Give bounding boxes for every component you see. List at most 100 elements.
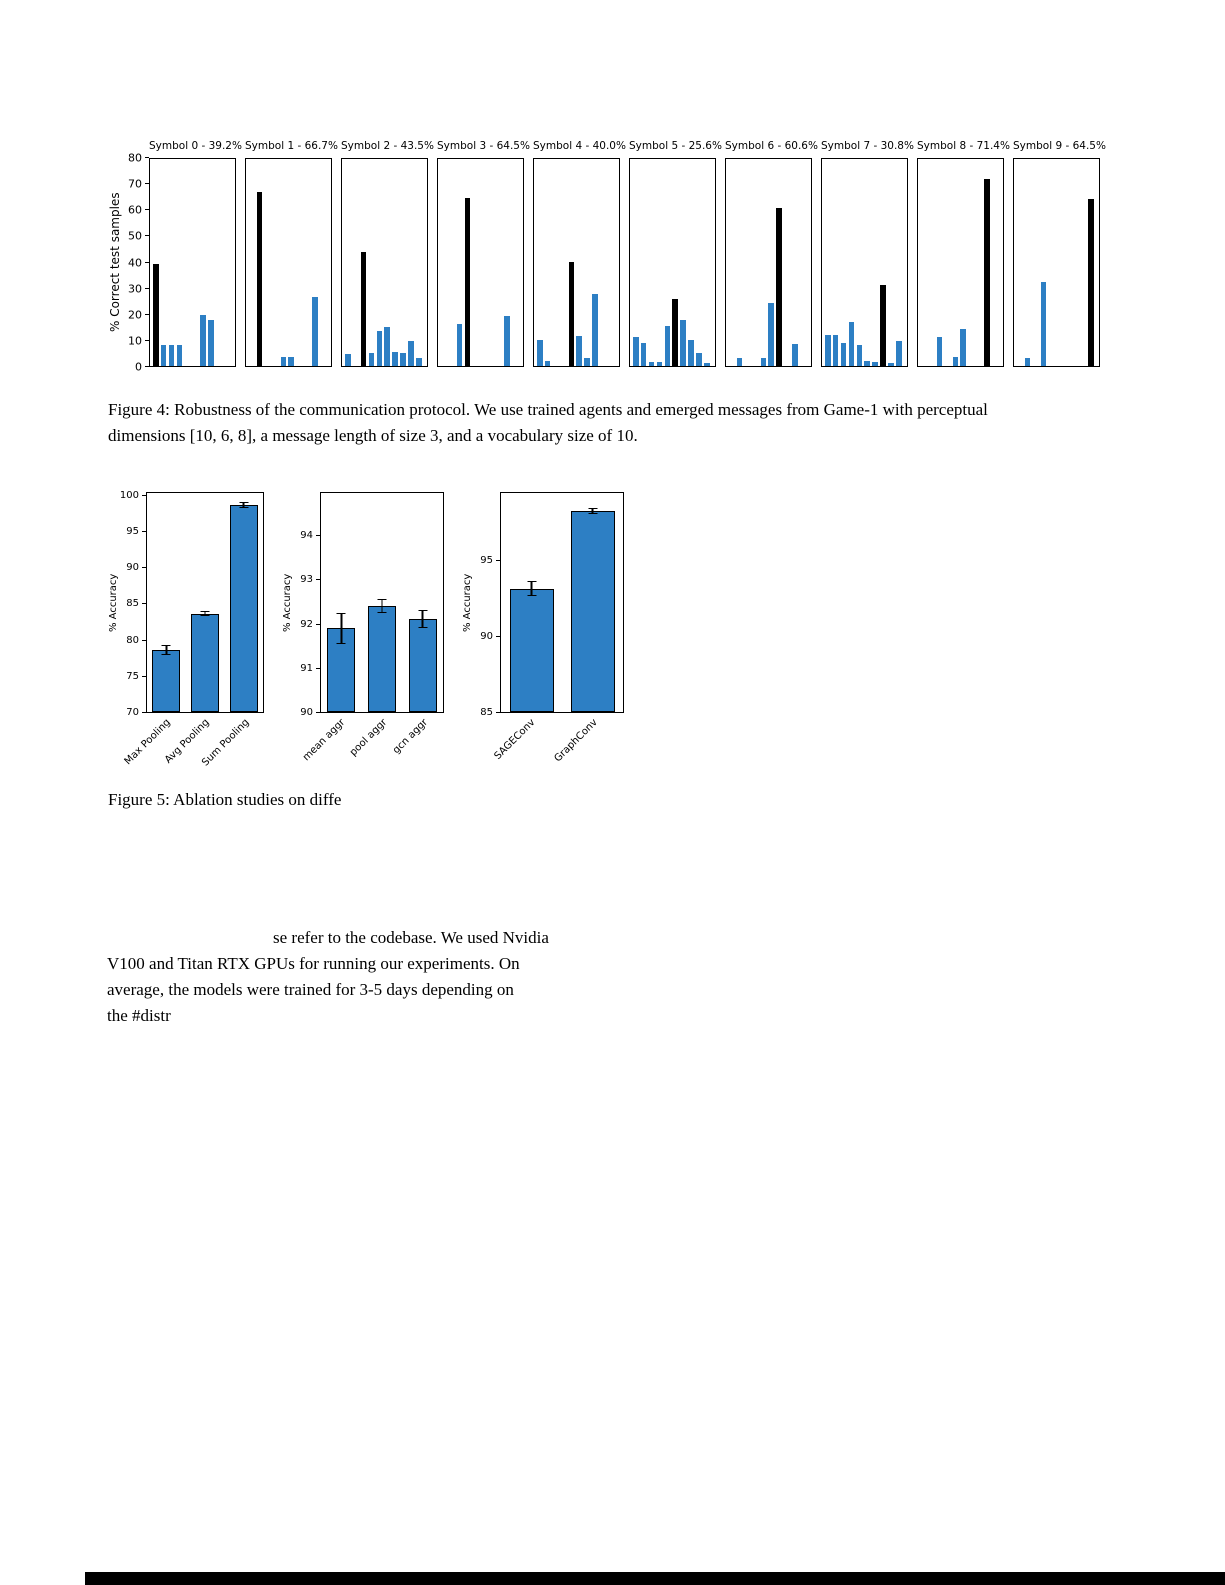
bar xyxy=(664,325,671,366)
bar-column xyxy=(224,493,263,712)
panel-plot xyxy=(725,158,812,367)
y-tick-mark xyxy=(145,261,149,263)
bar xyxy=(160,345,167,366)
highlight-bar xyxy=(984,179,990,366)
y-tick-label: 80 xyxy=(126,634,139,646)
panel-title: Symbol 2 - 43.5% xyxy=(341,140,434,152)
x-axis-labels: Max Pooling Avg Pooling Sum Pooling xyxy=(122,712,263,776)
y-tick-mark xyxy=(145,339,149,341)
y-tick-label: 100 xyxy=(119,489,139,501)
y-axis-label: % Accuracy xyxy=(462,573,473,632)
y-tick-mark xyxy=(316,623,320,625)
bar xyxy=(504,316,510,366)
y-tick-mark xyxy=(145,366,149,367)
y-tick-label: 80 xyxy=(128,151,142,165)
y-tick-mark xyxy=(145,235,149,237)
figure4-panel-1: Symbol 1 - 66.7% xyxy=(245,140,338,367)
bar xyxy=(952,356,959,366)
bar xyxy=(280,356,287,366)
bar xyxy=(592,294,598,366)
x-axis-labels: mean aggr pool aggr gcn aggr xyxy=(301,712,443,776)
y-tick-mark xyxy=(142,567,146,569)
highlight-bar xyxy=(360,252,367,366)
bar xyxy=(896,341,902,366)
bar xyxy=(376,330,383,366)
error-bar xyxy=(336,612,346,644)
y-tick-mark xyxy=(316,579,320,581)
highlight-bar xyxy=(256,192,263,366)
y-tick-label: 40 xyxy=(128,256,142,269)
error-bar xyxy=(239,501,249,508)
bar xyxy=(840,342,847,366)
figure4-panel-3: Symbol 3 - 64.5% xyxy=(437,140,530,367)
figure4-panel-9: Symbol 9 - 64.5% xyxy=(1013,140,1106,367)
y-tick-label: 94 xyxy=(300,530,313,542)
plot-area: mean aggr pool aggr gcn aggr xyxy=(301,492,444,763)
y-tick-mark xyxy=(145,157,149,158)
bar-column xyxy=(402,493,443,712)
y-tick-mark xyxy=(145,209,149,211)
figure4-panel-2: Symbol 2 - 43.5% xyxy=(341,140,434,367)
y-tick-label: 93 xyxy=(300,574,313,586)
y-tick-label: 90 xyxy=(126,562,139,574)
figure4-panel-0: Symbol 0 - 39.2% xyxy=(149,140,242,367)
bar-column xyxy=(501,493,562,712)
panel-title: Symbol 1 - 66.7% xyxy=(245,140,338,152)
y-tick-label: 60 xyxy=(128,203,142,217)
bar xyxy=(208,320,214,366)
panel-plot xyxy=(1013,158,1100,367)
x-tick-label: GraphConv xyxy=(552,717,600,765)
bar xyxy=(229,504,258,712)
y-tick-mark xyxy=(145,183,149,185)
bar xyxy=(864,360,870,366)
bar xyxy=(704,363,710,366)
bar-column xyxy=(362,493,403,712)
bar xyxy=(191,613,219,712)
bar xyxy=(688,339,694,366)
bar xyxy=(584,358,590,366)
bar xyxy=(936,337,943,366)
panel-title: Symbol 7 - 30.8% xyxy=(821,140,914,152)
figure5-chart-0: % Accuracy 70 75 80 85 90 95 100 Max Pooling Avg … xyxy=(108,489,264,768)
bar xyxy=(408,341,414,366)
bar xyxy=(345,354,351,366)
y-tick-label: 10 xyxy=(128,334,142,348)
bar xyxy=(288,356,294,366)
figure4-panel-5: Symbol 5 - 25.6% xyxy=(629,140,722,367)
bar xyxy=(570,510,615,712)
bar-column xyxy=(186,493,225,712)
panel-plot xyxy=(629,158,716,367)
error-bar xyxy=(527,581,536,597)
error-bar xyxy=(588,507,597,514)
x-tick-label: pool aggr xyxy=(347,717,389,759)
bar xyxy=(1040,282,1047,366)
y-tick-mark xyxy=(145,313,149,315)
highlight-bar xyxy=(1088,198,1094,366)
highlight-bar xyxy=(776,207,782,366)
bar xyxy=(872,362,878,366)
highlight-bar xyxy=(672,299,678,366)
panel-plot xyxy=(245,158,332,367)
y-tick-label: 0 xyxy=(135,360,142,374)
y-tick-label: 20 xyxy=(128,308,142,322)
y-tick-mark xyxy=(316,535,320,537)
figure4-caption-line: dimensions [10, 6, 8], a message length … xyxy=(108,426,638,445)
bar xyxy=(848,321,855,366)
figure5-caption: Figure 5: Ablation studies on diffe xyxy=(108,790,342,809)
panel-plot xyxy=(917,158,1004,367)
body-text-line: the #distr xyxy=(107,1006,171,1025)
y-tick-label: 70 xyxy=(128,177,142,191)
x-tick-label: mean aggr xyxy=(301,717,348,764)
highlight-bar xyxy=(464,197,471,366)
highlight-bar xyxy=(568,261,575,366)
y-tick-mark xyxy=(142,530,146,532)
figure4-panel-7: Symbol 7 - 30.8% xyxy=(821,140,914,367)
figure4-panel-8: Symbol 8 - 71.4% xyxy=(917,140,1010,367)
y-tick-mark xyxy=(316,667,320,669)
panel-plot xyxy=(149,158,236,367)
bar xyxy=(656,362,663,366)
body-text-line: average, the models were trained for 3-5… xyxy=(107,980,514,999)
body-text-line: se refer to the codebase. We used Nvidia xyxy=(273,928,549,947)
y-tick-mark xyxy=(145,287,149,289)
